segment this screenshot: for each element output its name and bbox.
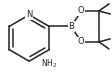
Text: N: N xyxy=(26,10,32,19)
Text: O: O xyxy=(77,6,84,16)
Text: O: O xyxy=(77,37,84,46)
Text: B: B xyxy=(68,22,73,31)
Text: NH$_2$: NH$_2$ xyxy=(41,57,57,70)
